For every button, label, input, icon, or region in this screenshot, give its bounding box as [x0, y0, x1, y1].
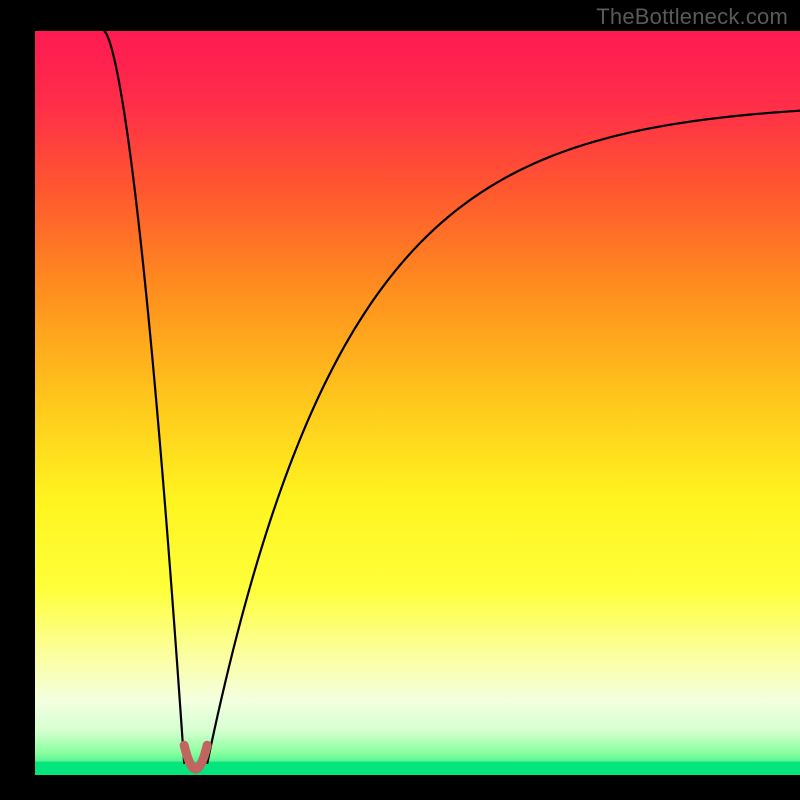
- chart-frame: TheBottleneck.com: [0, 0, 800, 800]
- plot-area: [35, 31, 800, 775]
- plot-svg: [35, 31, 800, 775]
- watermark-text: TheBottleneck.com: [596, 4, 788, 30]
- green-strip: [35, 762, 800, 775]
- gradient-background: [35, 31, 800, 775]
